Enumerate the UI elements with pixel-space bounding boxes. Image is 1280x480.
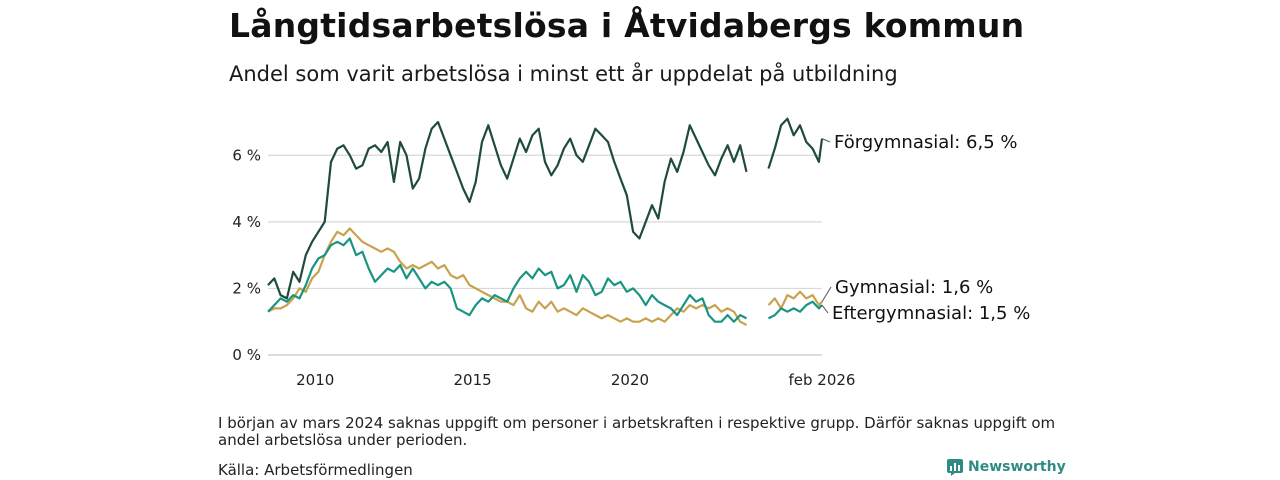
chart-title: Långtidsarbetslösa i Åtvidabergs kommun	[229, 6, 1025, 45]
series-line-eftergymnasial-part2	[767, 300, 823, 320]
y-tick-label: 6 %	[232, 146, 261, 164]
source-text: Källa: Arbetsförmedlingen	[218, 461, 413, 479]
end-label-gymnasial: Gymnasial: 1,6 %	[835, 277, 993, 298]
x-tick-label: feb 2026	[789, 371, 856, 389]
series-end-labels: Förgymnasial: 6,5 % Gymnasial: 1,6 % Efter…	[821, 132, 1030, 324]
newsworthy-logo-icon	[947, 459, 963, 476]
gridlines	[268, 154, 822, 356]
x-tick-label: 2010	[296, 371, 334, 389]
y-tick-label: 4 %	[232, 213, 261, 231]
leader-line-förgymnasial	[821, 138, 831, 143]
series-lines	[267, 117, 824, 326]
y-axis-ticks: 0 % 2 % 4 % 6 %	[232, 146, 261, 364]
series-line-förgymnasial-part1	[267, 120, 748, 300]
footnote: I början av mars 2024 saknas uppgift om …	[218, 414, 1056, 449]
series-line-eftergymnasial-part1	[267, 237, 748, 323]
end-label-eftergymnasial: Eftergymnasial: 1,5 %	[832, 303, 1030, 324]
x-tick-label: 2015	[454, 371, 492, 389]
y-tick-label: 0 %	[232, 346, 261, 364]
x-tick-label: 2020	[611, 371, 649, 389]
brand-name: Newsworthy	[968, 459, 1066, 475]
chart-subtitle: Andel som varit arbetslösa i minst ett å…	[229, 62, 898, 86]
leader-line-gymnasial	[821, 286, 832, 303]
end-label-förgymnasial: Förgymnasial: 6,5 %	[834, 132, 1018, 153]
y-tick-label: 2 %	[232, 279, 261, 297]
series-line-gymnasial-part2	[767, 290, 823, 310]
leader-line-eftergymnasial	[821, 304, 829, 314]
series-line-förgymnasial-part2	[767, 117, 824, 169]
x-axis-ticks: 2010 2015 2020 feb 2026	[296, 371, 855, 389]
newsworthy-logo[interactable]: Newsworthy	[946, 458, 1066, 476]
